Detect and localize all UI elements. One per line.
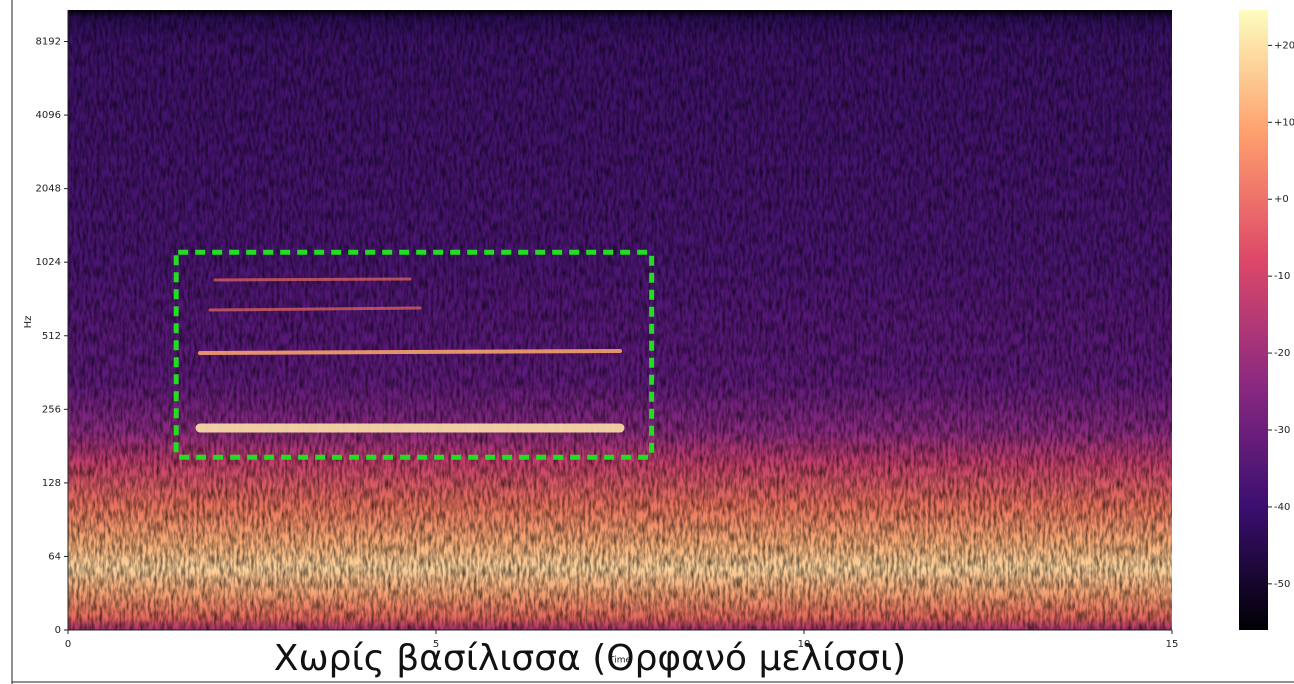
x-tick-label: 0 xyxy=(65,639,71,650)
x-axis-label: Time xyxy=(608,656,631,666)
y-tick-label: 128 xyxy=(42,478,61,489)
colorbar-tick-label: -30 xyxy=(1274,425,1290,436)
spectrogram-texture xyxy=(68,10,1172,630)
colorbar-tick-label: -50 xyxy=(1274,579,1290,590)
harmonics xyxy=(195,277,625,433)
colorbar-tick-label: +20 xyxy=(1274,40,1294,51)
colorbar-tick-label: -20 xyxy=(1274,348,1290,359)
y-tick-label: 64 xyxy=(48,551,61,562)
y-tick-label: 0 xyxy=(55,625,61,636)
y-tick-label: 512 xyxy=(42,331,61,342)
x-tick-label: 10 xyxy=(798,639,811,650)
spectrogram xyxy=(68,10,1172,630)
colorbar-tick-label: -40 xyxy=(1274,502,1290,513)
colorbar-tick-label: +10 xyxy=(1274,117,1294,128)
y-tick-label: 256 xyxy=(42,404,61,415)
colorbar xyxy=(1239,10,1268,630)
y-tick-label: 1024 xyxy=(36,257,61,268)
colorbar-tick-label: -10 xyxy=(1274,271,1290,282)
y-tick-label: 8192 xyxy=(36,37,61,48)
x-tick-label: 15 xyxy=(1166,639,1179,650)
x-tick-label: 5 xyxy=(433,639,439,650)
y-tick-label: 2048 xyxy=(36,184,61,195)
caption: Χωρίς βασίλισσα (Ορφανό μελίσσι) xyxy=(274,638,906,679)
y-axis-label: Hz xyxy=(23,316,34,329)
colorbar-tick-label: +0 xyxy=(1274,194,1289,205)
y-tick-label: 4096 xyxy=(36,110,61,121)
